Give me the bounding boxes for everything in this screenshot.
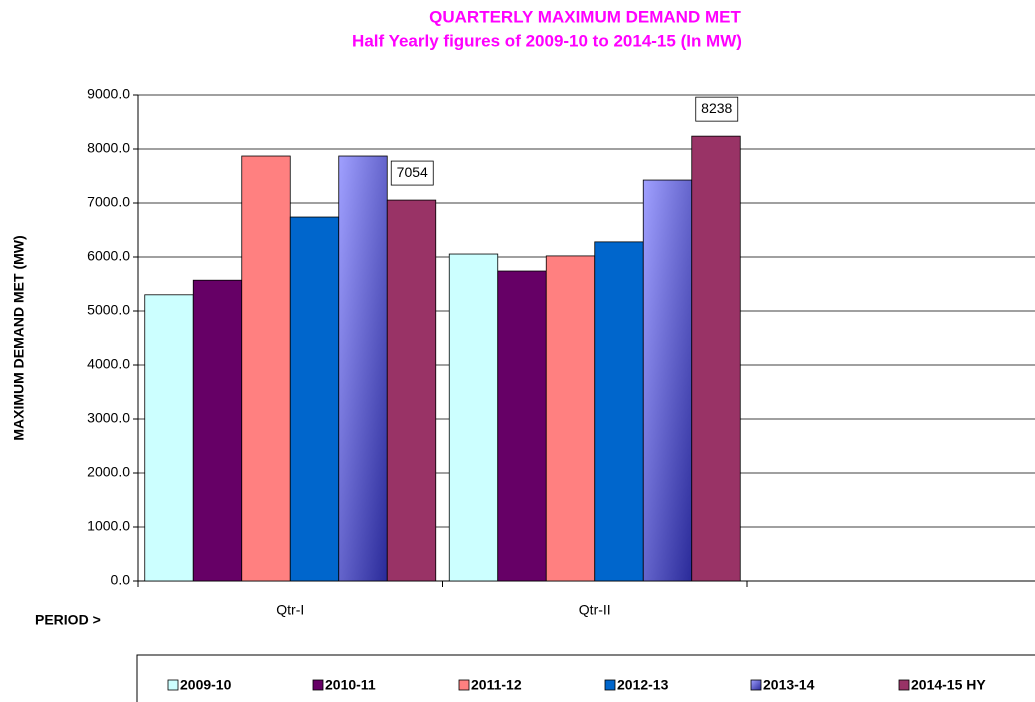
legend-label: 2010-11 xyxy=(325,677,376,693)
data-label-box xyxy=(695,96,739,122)
chart-title: QUARTERLY MAXIMUM DEMAND MET xyxy=(429,7,741,26)
data-label: 7054 xyxy=(397,164,428,180)
bar xyxy=(448,253,499,582)
legend-swatch xyxy=(750,679,762,691)
x-axis-label: PERIOD > xyxy=(35,612,101,628)
y-tick-label: 2000.0 xyxy=(87,464,130,480)
y-tick-label: 6000.0 xyxy=(87,248,130,264)
bar xyxy=(289,216,340,582)
y-tick-label: 5000.0 xyxy=(87,302,130,318)
data-label-box xyxy=(390,160,434,186)
bar xyxy=(386,199,437,582)
y-tick-label: 9000.0 xyxy=(87,86,130,102)
y-axis-label: MAXIMUM DEMAND MET (MW) xyxy=(11,235,27,440)
legend-label: 2011-12 xyxy=(471,677,522,693)
legend-label: 2014-15 HY xyxy=(911,677,986,693)
legend-label: 2012-13 xyxy=(617,677,669,693)
y-tick-label: 4000.0 xyxy=(87,356,130,372)
legend-swatch xyxy=(898,679,910,691)
y-tick-label: 8000.0 xyxy=(87,140,130,156)
bar xyxy=(691,135,741,582)
data-label: 8238 xyxy=(701,100,732,116)
y-tick-label: 0.0 xyxy=(111,572,131,588)
bar xyxy=(144,294,194,582)
legend-swatch xyxy=(458,679,470,691)
legend-label: 2009-10 xyxy=(180,677,232,693)
y-tick-label: 7000.0 xyxy=(87,194,130,210)
legend-swatch xyxy=(312,679,324,691)
bar xyxy=(241,155,291,582)
legend-swatch xyxy=(604,679,616,691)
bar xyxy=(642,179,693,582)
x-tick-label: Qtr-I xyxy=(276,602,304,618)
bar xyxy=(497,270,547,582)
bar xyxy=(192,279,243,582)
y-tick-label: 1000.0 xyxy=(87,518,130,534)
chart-subtitle: Half Yearly figures of 2009-10 to 2014-1… xyxy=(352,31,742,50)
bar xyxy=(338,155,388,582)
y-tick-label: 3000.0 xyxy=(87,410,130,426)
legend-label: 2013-14 xyxy=(763,677,815,693)
legend-box xyxy=(136,654,1035,702)
x-tick-label: Qtr-II xyxy=(579,602,611,618)
legend-swatch xyxy=(167,679,179,691)
bar xyxy=(545,255,596,582)
bar xyxy=(594,241,644,582)
